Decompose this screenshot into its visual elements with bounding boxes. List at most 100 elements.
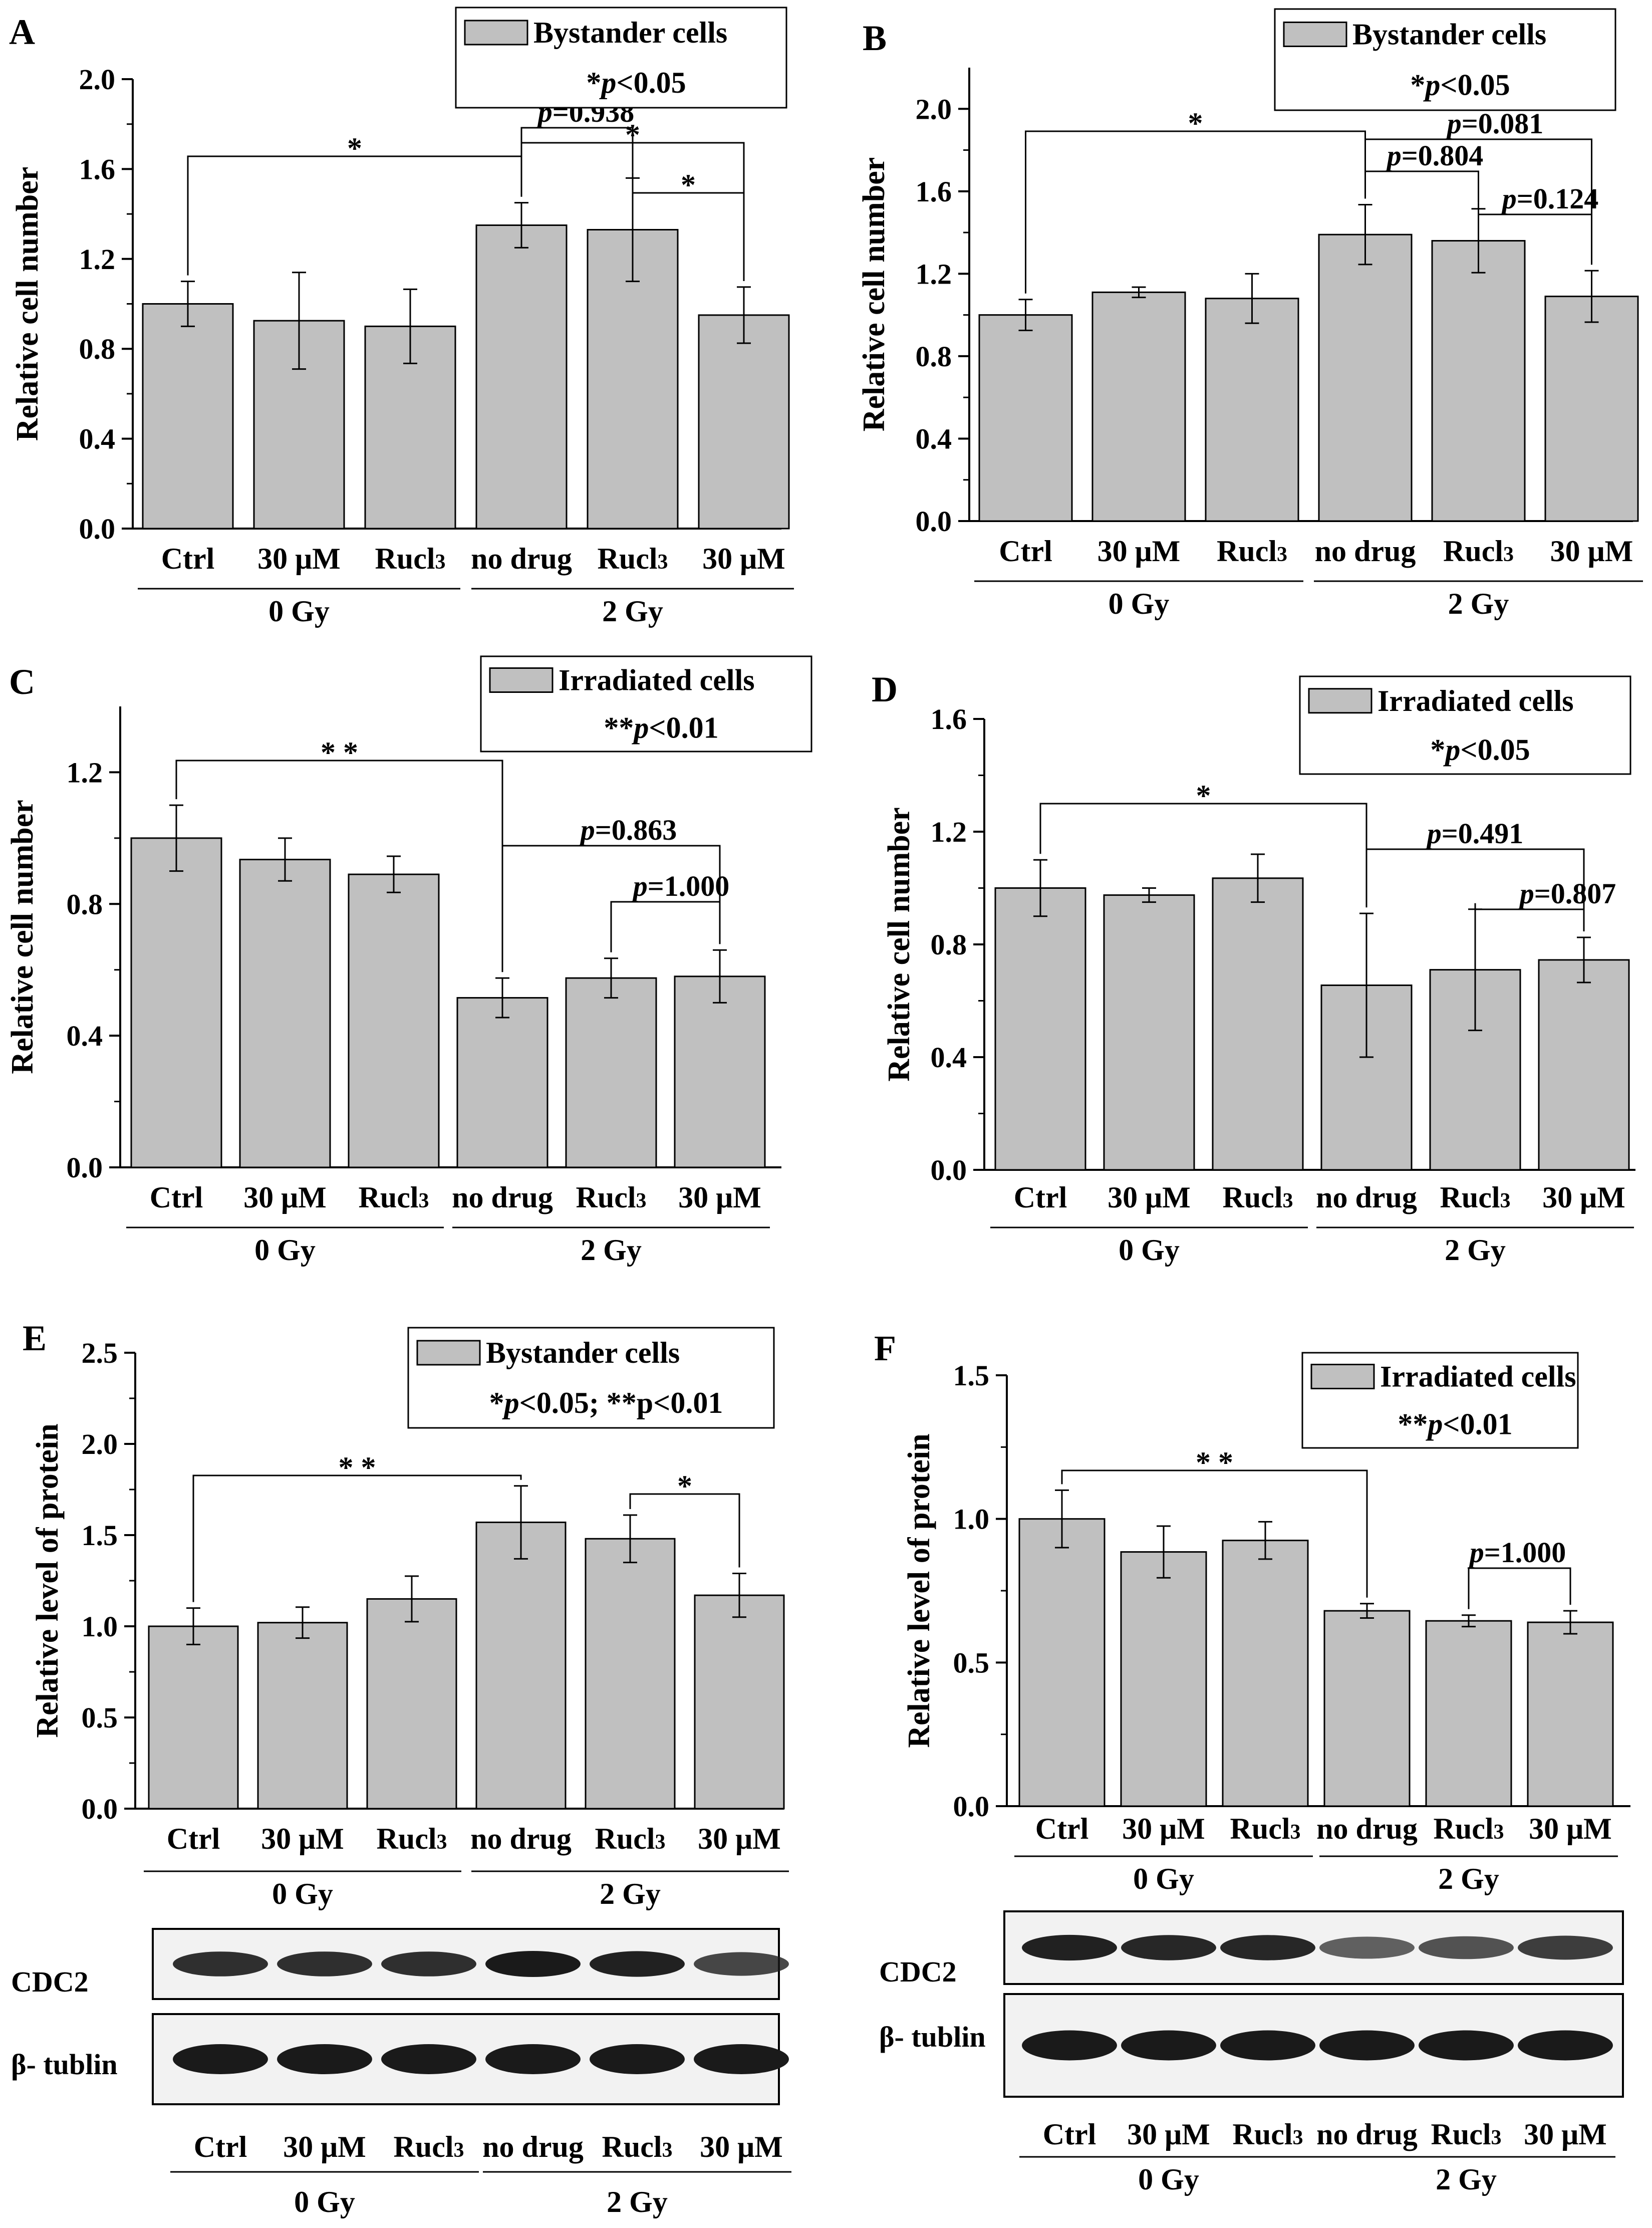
y-tick-label-f: 0.5 (953, 1646, 990, 1679)
significance-label-d: p=0.807 (1517, 877, 1616, 910)
group-label-a: 2 Gy (602, 595, 663, 628)
y-axis-label-c: Relative cell number (6, 800, 40, 1074)
x-tick-label-c: no drug (452, 1181, 553, 1214)
bar-e (694, 1594, 785, 1810)
y-tick-label-a: 1.6 (79, 153, 116, 185)
y-tick-label-a: 0.4 (79, 423, 116, 455)
significance-bracket-b (1478, 202, 1592, 265)
x-tick-label-d: Rucl3 (1223, 1181, 1293, 1214)
y-tick-label-d: 0.0 (931, 1154, 967, 1186)
significance-label-f: * * (1196, 1446, 1233, 1479)
significance-bracket-f (1061, 1469, 1368, 1598)
bar-f (1018, 1518, 1106, 1807)
blot-band-e (381, 1951, 476, 1976)
group-label-d: 0 Gy (1119, 1233, 1180, 1267)
y-axis-label-a: Relative cell number (11, 167, 45, 441)
bar-c (565, 977, 657, 1168)
bar-c (130, 837, 222, 1168)
blot-lane-label-f: Rucl3 (1431, 2118, 1502, 2151)
blot-band-f (1121, 1935, 1216, 1960)
blot-band-e (381, 2044, 476, 2074)
y-tick-label-e: 0.5 (82, 1701, 118, 1734)
legend-label-b: Bystander cells (1352, 18, 1546, 51)
y-tick-label-b: 0.8 (916, 340, 952, 373)
x-tick-label-c: Rucl3 (359, 1181, 429, 1214)
x-tick-label-b: Rucl3 (1443, 535, 1514, 568)
blot-band-e (485, 1951, 581, 1977)
blot-lane-label-e: Ctrl (194, 2130, 247, 2163)
significance-label-b: * (1188, 107, 1203, 140)
y-tick-label-e: 2.0 (82, 1428, 118, 1460)
panel-label-c: C (9, 662, 35, 702)
blot-lane-label-f: Ctrl (1043, 2118, 1096, 2151)
bar-e (475, 1522, 567, 1810)
blot-band-f (1319, 1936, 1415, 1959)
x-tick-label-a: Ctrl (161, 542, 215, 575)
x-tick-label-e: 30 μM (698, 1822, 781, 1855)
blot-band-f (1518, 1935, 1613, 1960)
blot-band-f (1121, 2030, 1216, 2061)
group-label-b: 0 Gy (1109, 587, 1170, 620)
significance-label-c: * * (321, 736, 358, 769)
bar-b (1318, 233, 1413, 522)
significance-bracket-a (187, 155, 522, 276)
bar-a (142, 303, 234, 530)
y-tick-label-d: 0.8 (931, 928, 967, 961)
significance-bracket-c (501, 845, 721, 972)
bar-b (978, 314, 1073, 522)
significance-label-a: * (625, 118, 640, 151)
x-tick-label-b: Rucl3 (1217, 535, 1287, 568)
blot-band-e (173, 2044, 268, 2074)
y-tick-label-a: 0.8 (79, 333, 116, 365)
bar-b (1544, 296, 1639, 522)
blot-band-e (277, 2044, 372, 2074)
significance-bracket-b (1364, 170, 1479, 203)
x-tick-label-b: no drug (1315, 535, 1416, 568)
y-tick-label-d: 0.4 (931, 1041, 967, 1074)
blot-band-e (694, 2044, 789, 2074)
panel-label-f: F (874, 1328, 896, 1368)
western-blot-f: CDC2 β- tublin Ctrl 30 μM Rucl3 no drug Rucl3 3… (879, 1910, 1624, 2196)
bar-d (1212, 877, 1304, 1171)
x-tick-label-c: 30 μM (678, 1181, 761, 1214)
legend-swatch-d (1308, 688, 1372, 714)
y-tick-label-b: 1.6 (916, 175, 952, 208)
x-tick-label-a: Rucl3 (375, 542, 446, 575)
y-tick-label-c: 0.4 (67, 1020, 103, 1052)
blot-band-f (1022, 2030, 1117, 2061)
panel-label-a: A (9, 12, 35, 52)
y-tick-label-e: 2.5 (82, 1337, 118, 1369)
legend-note-e: *p<0.05; **p<0.01 (489, 1386, 723, 1419)
y-axis-label-e: Relative level of protein (31, 1423, 65, 1738)
x-tick-label-a: Rucl3 (598, 542, 668, 575)
y-tick-label-e: 1.0 (82, 1610, 118, 1643)
bar-e (148, 1625, 239, 1810)
y-tick-label-c: 1.2 (67, 756, 103, 789)
legend-note-d: *p<0.05 (1430, 733, 1530, 766)
significance-bracket-a (520, 127, 634, 197)
significance-label-c: p=1.000 (631, 870, 730, 902)
significance-bracket-b (1364, 138, 1592, 265)
bar-c (674, 975, 766, 1168)
legend-label-e: Bystander cells (486, 1336, 680, 1369)
y-axis-label-b: Relative cell number (857, 157, 891, 432)
legend-swatch-b (1283, 22, 1347, 47)
blot-row-label-f: CDC2 (879, 1955, 957, 1988)
x-tick-label-d: 30 μM (1542, 1181, 1625, 1214)
significance-bracket-c (175, 760, 503, 972)
legend-note-f: **p<0.01 (1398, 1408, 1512, 1441)
significance-bracket-f (1468, 1567, 1571, 1609)
blot-band-f (1022, 1934, 1117, 1961)
y-tick-label-c: 0.8 (67, 888, 103, 920)
blot-row-label-e: CDC2 (11, 1965, 89, 1998)
significance-bracket-a (632, 172, 745, 281)
blot-group-label-f: 2 Gy (1436, 2163, 1497, 2196)
bar-e (366, 1598, 457, 1810)
legend-swatch-e (416, 1340, 481, 1366)
y-tick-label-d: 1.6 (931, 703, 967, 735)
blot-lane-label-f: 30 μM (1524, 2118, 1607, 2151)
significance-label-e: * (677, 1469, 692, 1503)
legend-note-b: *p<0.05 (1410, 69, 1510, 102)
x-tick-label-d: no drug (1316, 1181, 1417, 1214)
